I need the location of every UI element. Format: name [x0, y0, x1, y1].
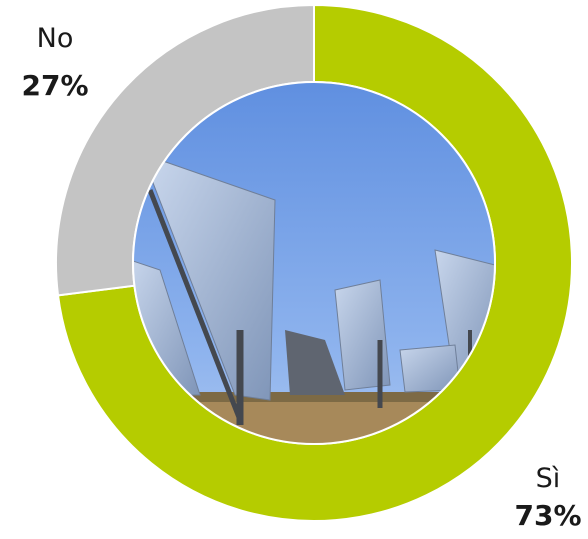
center-photo: [133, 82, 495, 444]
heliostat: [334, 279, 391, 391]
mast: [147, 189, 243, 421]
value-label: 27%: [21, 69, 88, 102]
category-label: Sì: [536, 463, 561, 494]
value-label: 73%: [514, 499, 581, 532]
inner-border: [132, 81, 496, 445]
category-label: No: [37, 23, 74, 54]
horizon: [133, 392, 495, 402]
heliostat: [285, 330, 345, 395]
